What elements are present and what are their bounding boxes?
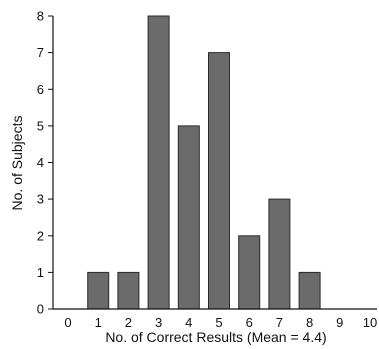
y-ticks-group: 0 1 2 3 4 5 6 7 8 [37, 9, 53, 317]
bar-5 [208, 52, 230, 310]
bar-6 [238, 235, 261, 310]
x-tick-label-9: 9 [336, 315, 343, 330]
y-tick-label-6: 6 [37, 82, 44, 97]
x-tick-label-3: 3 [155, 315, 162, 330]
y-tick-label-8: 8 [37, 9, 44, 24]
x-tick-label-5: 5 [215, 315, 222, 330]
bar-4 [177, 125, 200, 310]
x-axis-label: No. of Correct Results (Mean = 4.4) [105, 329, 326, 345]
x-tick-label-7: 7 [276, 315, 283, 330]
x-tick-label-1: 1 [95, 315, 102, 330]
y-tick-label-7: 7 [37, 45, 44, 60]
x-tick-label-2: 2 [125, 315, 132, 330]
x-tick-label-0: 0 [64, 315, 71, 330]
y-tick-label-5: 5 [37, 118, 44, 133]
y-tick-label-0: 0 [37, 302, 44, 317]
bars-group [87, 15, 321, 310]
bar-2 [117, 271, 140, 310]
y-axis-label: No. of Subjects [9, 116, 25, 211]
y-tick-label-1: 1 [37, 265, 44, 280]
bar-7 [268, 198, 291, 310]
y-tick-label-3: 3 [37, 192, 44, 207]
x-ticks-group: 0 1 2 3 4 5 6 7 8 9 10 [64, 315, 377, 330]
bar-8 [298, 271, 321, 310]
y-tick-label-4: 4 [37, 155, 44, 170]
x-tick-label-6: 6 [246, 315, 253, 330]
y-tick-label-2: 2 [37, 228, 44, 243]
x-tick-label-10: 10 [363, 315, 377, 330]
x-tick-label-4: 4 [185, 315, 192, 330]
bar-1 [87, 271, 110, 310]
x-tick-label-8: 8 [306, 315, 313, 330]
bar-3 [147, 15, 170, 310]
